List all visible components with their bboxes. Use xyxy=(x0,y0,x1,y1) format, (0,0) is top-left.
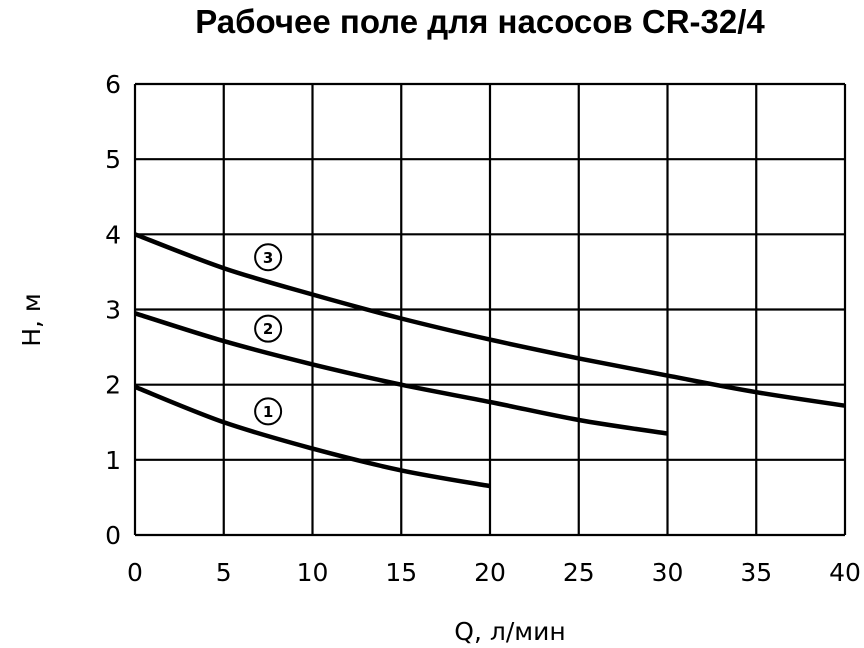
x-tick-label: 40 xyxy=(829,558,861,587)
x-tick-label: 10 xyxy=(297,558,329,587)
y-tick-label: 5 xyxy=(105,145,121,174)
x-tick-labels: 0 5 10 15 20 25 30 35 40 xyxy=(127,558,861,587)
series-lines xyxy=(134,232,846,489)
x-tick-label: 35 xyxy=(740,558,772,587)
series-line-2 xyxy=(134,311,668,436)
series-line-1 xyxy=(134,384,491,489)
x-tick-label: 25 xyxy=(563,558,595,587)
y-tick-label: 6 xyxy=(105,70,121,99)
y-tick-label: 0 xyxy=(105,521,121,550)
y-tick-labels: 0 1 2 3 4 5 6 xyxy=(105,70,121,550)
grid xyxy=(133,82,847,537)
y-tick-label: 1 xyxy=(105,446,121,475)
marker-label: 2 xyxy=(263,320,273,338)
marker-label: 3 xyxy=(263,249,273,267)
x-tick-label: 0 xyxy=(127,558,143,587)
x-tick-label: 20 xyxy=(474,558,506,587)
marker-label: 1 xyxy=(263,403,273,421)
series-markers: 1 2 3 xyxy=(254,243,283,426)
x-tick-label: 5 xyxy=(216,558,232,587)
x-tick-label: 30 xyxy=(652,558,684,587)
series-marker-3: 3 xyxy=(254,243,283,272)
x-axis-label: Q, л/мин xyxy=(454,617,565,646)
y-tick-label: 4 xyxy=(105,220,121,249)
marker-circle xyxy=(254,314,283,343)
series-marker-1: 1 xyxy=(254,397,283,426)
series-line-3 xyxy=(134,232,846,408)
x-tick-label: 15 xyxy=(385,558,417,587)
marker-circle xyxy=(254,397,283,426)
series-marker-2: 2 xyxy=(254,314,283,343)
y-axis-label: H, м xyxy=(17,293,46,347)
chart-title: Рабочее поле для насосов CR-32/4 xyxy=(195,3,765,40)
y-tick-label: 3 xyxy=(105,296,121,325)
marker-circle xyxy=(254,243,283,272)
y-tick-label: 2 xyxy=(105,371,121,400)
